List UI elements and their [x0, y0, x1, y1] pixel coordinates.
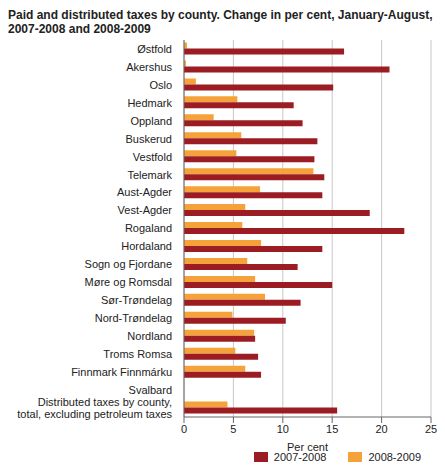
svg-text:20: 20 — [375, 423, 387, 435]
svg-text:0: 0 — [181, 423, 187, 435]
svg-text:Nordland: Nordland — [127, 330, 172, 342]
html-text:Paid and distributed taxes by: Paid and distributed taxes by county. Ch… — [8, 8, 433, 36]
svg-text:Møre og Romsdal: Møre og Romsdal — [85, 276, 172, 288]
svg-text:Rogaland: Rogaland — [125, 222, 172, 234]
svg-text:Buskerud: Buskerud — [126, 133, 172, 145]
svg-text:Finnmark Finnmárku: Finnmark Finnmárku — [71, 366, 172, 378]
svg-text:Akershus: Akershus — [126, 61, 172, 73]
svg-text:Oslo: Oslo — [149, 79, 172, 91]
svg-text:Nord-Trøndelag: Nord-Trøndelag — [95, 312, 172, 324]
svg-text:5: 5 — [230, 423, 236, 435]
svg-text:Telemark: Telemark — [127, 168, 172, 180]
svg-text:Hedmark: Hedmark — [127, 97, 172, 109]
html-text:2007-2008: 2007-2008 — [273, 451, 327, 463]
svg-text:Svalbard: Svalbard — [129, 384, 172, 396]
svg-text:Troms Romsa: Troms Romsa — [103, 348, 173, 360]
svg-text:Vestfold: Vestfold — [133, 151, 172, 163]
svg-text:10: 10 — [277, 423, 289, 435]
svg-text:Hordaland: Hordaland — [121, 240, 172, 252]
svg-text:Oppland: Oppland — [130, 115, 172, 127]
svg-text:Distributed taxes by county,to: Distributed taxes by county,total, exclu… — [17, 396, 172, 420]
svg-text:Sør-Trøndelag: Sør-Trøndelag — [101, 294, 172, 306]
svg-text:Per cent: Per cent — [287, 441, 328, 453]
html-text:2008-2009: 2008-2009 — [368, 451, 421, 463]
svg-text:15: 15 — [326, 423, 338, 435]
svg-text:Aust-Agder: Aust-Agder — [117, 186, 172, 198]
svg-text:Østfold: Østfold — [137, 43, 172, 55]
svg-text:Sogn og Fjordane: Sogn og Fjordane — [85, 258, 172, 270]
svg-text:25: 25 — [425, 423, 437, 435]
svg-text:Vest-Agder: Vest-Agder — [118, 204, 173, 216]
